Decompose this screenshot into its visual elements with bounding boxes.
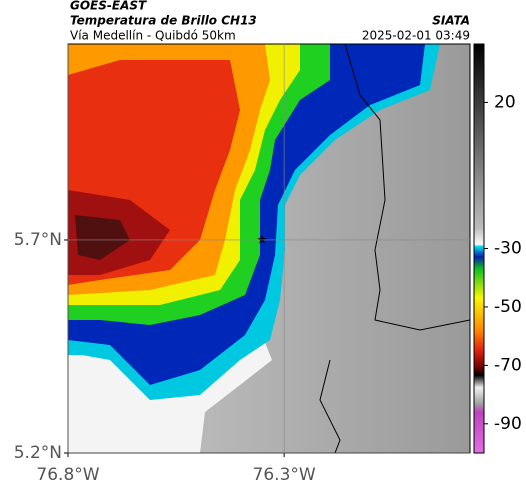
colorbar-tick-label: -90 bbox=[494, 414, 522, 434]
colorbar-tick-label: -50 bbox=[494, 297, 522, 317]
x-tick-label: 76.3°W bbox=[253, 465, 316, 485]
x-tick-label: 76.8°W bbox=[36, 465, 99, 485]
location-star: ★ bbox=[257, 233, 268, 247]
subtitle: Vía Medellín - Quibdó 50km bbox=[70, 29, 236, 43]
y-tick-label: 5.2°N bbox=[14, 443, 62, 463]
colorbar-tick-label: 20 bbox=[494, 92, 516, 112]
title: Temperatura de Brillo CH13 bbox=[70, 14, 257, 28]
agency: SIATA bbox=[432, 14, 470, 28]
timestamp: 2025-02-01 03:49 bbox=[362, 29, 470, 43]
colorbar-tick-label: -70 bbox=[494, 355, 522, 375]
colorbar bbox=[473, 43, 485, 454]
source: GOES-EAST bbox=[70, 0, 147, 13]
y-tick-label: 5.7°N bbox=[14, 230, 62, 250]
imagery: ★ bbox=[68, 44, 470, 453]
colorbar-tick-label: -30 bbox=[494, 239, 522, 259]
